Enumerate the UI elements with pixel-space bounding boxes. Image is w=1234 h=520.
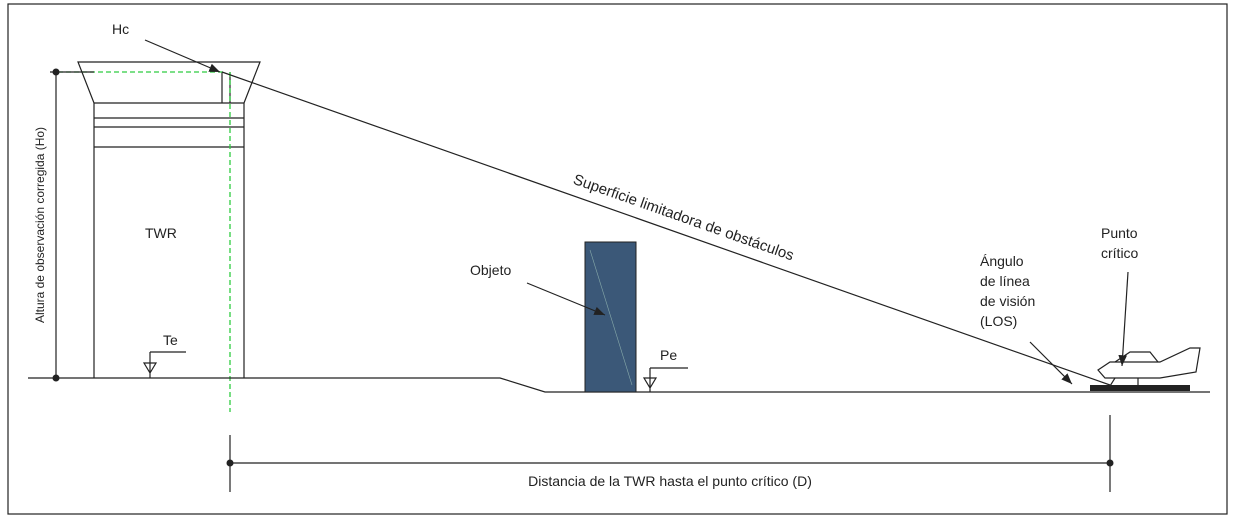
los-label: de visión (980, 293, 1035, 309)
objeto-label: Objeto (470, 262, 511, 278)
object (584, 241, 637, 393)
object-diagonal (589, 249, 633, 386)
distance-label: Distancia de la TWR hasta el punto críti… (528, 473, 812, 489)
tower (77, 61, 261, 378)
frame (7, 3, 1228, 515)
pe-label: Pe (660, 347, 677, 363)
los-label: (LOS) (980, 313, 1017, 329)
punto-leader (1118, 271, 1129, 367)
observation-guide (58, 71, 231, 412)
objeto-leader (526, 282, 606, 316)
height-dimension (28, 68, 94, 382)
hc-leader (144, 39, 221, 73)
los-leader (1029, 341, 1073, 385)
hc-label: Hc (112, 21, 129, 37)
airplane (1090, 347, 1201, 391)
distance-dimension (226, 415, 1114, 492)
punto-label: Punto (1101, 225, 1138, 241)
los-label: de línea (980, 273, 1030, 289)
los-line (221, 71, 1111, 386)
punto-label: crítico (1101, 245, 1139, 261)
te-label: Te (163, 332, 178, 348)
ho-label: Altura de observación corregida (Ho) (33, 127, 47, 323)
los-label: Ángulo (980, 253, 1024, 269)
te-symbol (142, 351, 186, 378)
pe-symbol (642, 367, 688, 392)
ground (94, 377, 1210, 393)
twr-label: TWR (145, 225, 177, 241)
